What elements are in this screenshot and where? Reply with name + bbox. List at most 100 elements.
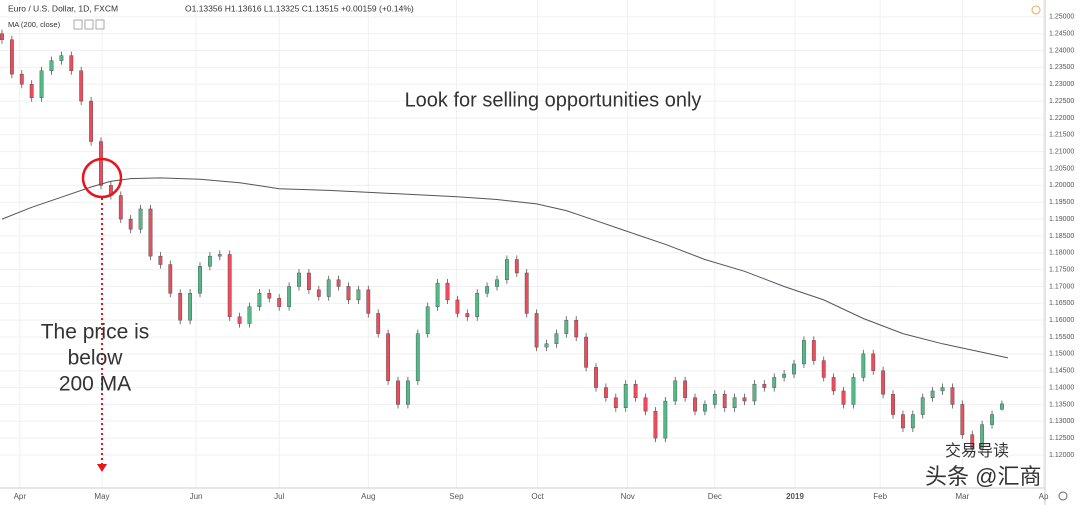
x-tick-label: Oct	[531, 492, 544, 501]
y-tick-label: 1.17500	[1049, 266, 1074, 273]
indicator-label: MA (200, close)	[8, 20, 61, 29]
candle-body	[19, 73, 24, 85]
watermark: 交易导读	[945, 442, 1009, 460]
candle-body	[346, 286, 351, 301]
candle-body	[772, 377, 777, 388]
indicator-button[interactable]	[95, 19, 105, 30]
indicator-button[interactable]	[84, 19, 94, 30]
candle-body	[950, 387, 955, 405]
y-tick-label: 1.16000	[1049, 317, 1074, 324]
candle-body	[821, 360, 826, 378]
x-tick-label: Mar	[955, 492, 969, 501]
candle-body	[851, 377, 856, 405]
candle-body	[831, 377, 836, 392]
candle-body	[485, 286, 490, 294]
indicator-button[interactable]	[73, 19, 83, 30]
candle-body	[415, 333, 420, 382]
candle-body	[435, 282, 440, 307]
candle-body	[1000, 403, 1004, 410]
candle-body	[554, 333, 559, 344]
candle-body	[386, 333, 391, 382]
candle-body	[722, 394, 727, 408]
x-tick-label: Dec	[708, 492, 722, 501]
quote: O1.13356 H1.13616 L1.13325 C1.13515 +0.0…	[185, 3, 414, 13]
y-tick-label: 1.22000	[1049, 115, 1074, 122]
candle-body	[584, 336, 589, 368]
candle-body	[396, 380, 400, 405]
candle-body	[623, 383, 628, 408]
y-tick-label: 1.23500	[1049, 64, 1074, 71]
candle-body	[425, 306, 430, 334]
x-tick-label: Jul	[274, 492, 284, 501]
candle-body	[168, 264, 173, 294]
candle-body	[505, 259, 509, 280]
x-tick-label: Feb	[873, 492, 887, 501]
y-tick-label: 1.22500	[1049, 98, 1074, 105]
candle-body	[752, 383, 757, 402]
alert-icon[interactable]	[1031, 5, 1041, 15]
candle-body	[198, 266, 202, 294]
y-tick-label: 1.14500	[1049, 368, 1074, 375]
candle-body	[267, 293, 272, 299]
candle-body	[217, 254, 222, 257]
candle-body	[49, 60, 54, 71]
y-tick-label: 1.24000	[1049, 47, 1074, 54]
highlight-circle	[81, 157, 123, 199]
candle-body	[406, 380, 410, 405]
y-tick-label: 1.17000	[1049, 283, 1074, 290]
candle-body	[891, 394, 895, 415]
y-tick-label: 1.19500	[1049, 199, 1074, 206]
candle-body	[742, 397, 747, 402]
candle-body	[128, 218, 133, 230]
settings-icon[interactable]	[1058, 491, 1068, 501]
x-tick-label: Jun	[190, 492, 203, 501]
y-tick-label: 1.20500	[1049, 165, 1074, 172]
candle-body	[207, 255, 212, 267]
candle-body	[871, 353, 876, 371]
y-tick-label: 1.13000	[1049, 418, 1074, 425]
annotation: Look for selling opportunities only	[405, 89, 702, 111]
candle-body	[29, 84, 34, 98]
candle-body	[445, 282, 450, 301]
candle-body	[316, 289, 321, 297]
candle-body	[277, 298, 282, 307]
candle-body	[861, 353, 866, 378]
x-tick-label: Nov	[621, 492, 635, 501]
y-tick-label: 1.23000	[1049, 81, 1074, 88]
y-tick-label: 1.21000	[1049, 149, 1074, 156]
candle-body	[495, 279, 499, 287]
candle-body	[455, 299, 460, 314]
candle-body	[940, 387, 945, 392]
candle-body	[534, 313, 539, 348]
moving-average	[1, 177, 1009, 359]
candle-body	[653, 410, 658, 439]
candle-body	[920, 397, 925, 415]
y-tick-label: 1.24500	[1049, 31, 1074, 38]
candle-body	[475, 293, 480, 317]
candle-body	[514, 259, 519, 274]
y-tick-label: 1.15000	[1049, 351, 1074, 358]
plot-area	[0, 29, 1009, 453]
candle-body	[683, 380, 688, 398]
candle-body	[762, 383, 767, 388]
y-tick-label: 1.18000	[1049, 250, 1074, 257]
candle-body	[524, 272, 529, 314]
y-tick-label: 1.13500	[1049, 401, 1074, 408]
x-tick-label: 2019	[786, 492, 804, 501]
candle-body	[366, 289, 371, 314]
candle-body	[148, 208, 153, 257]
candle-body	[118, 195, 123, 220]
candle-body	[544, 343, 549, 348]
candle-body	[633, 383, 638, 398]
grid	[0, 0, 1045, 488]
y-tick-label: 1.14000	[1049, 384, 1074, 391]
candle-body	[227, 254, 232, 317]
candle-body	[703, 404, 707, 412]
x-tick-label: May	[94, 492, 109, 501]
candle-body	[465, 313, 470, 317]
y-tick-label: 1.20000	[1049, 182, 1074, 189]
candle-body	[297, 272, 301, 287]
candle-body	[693, 397, 697, 412]
candle-body	[257, 293, 262, 307]
